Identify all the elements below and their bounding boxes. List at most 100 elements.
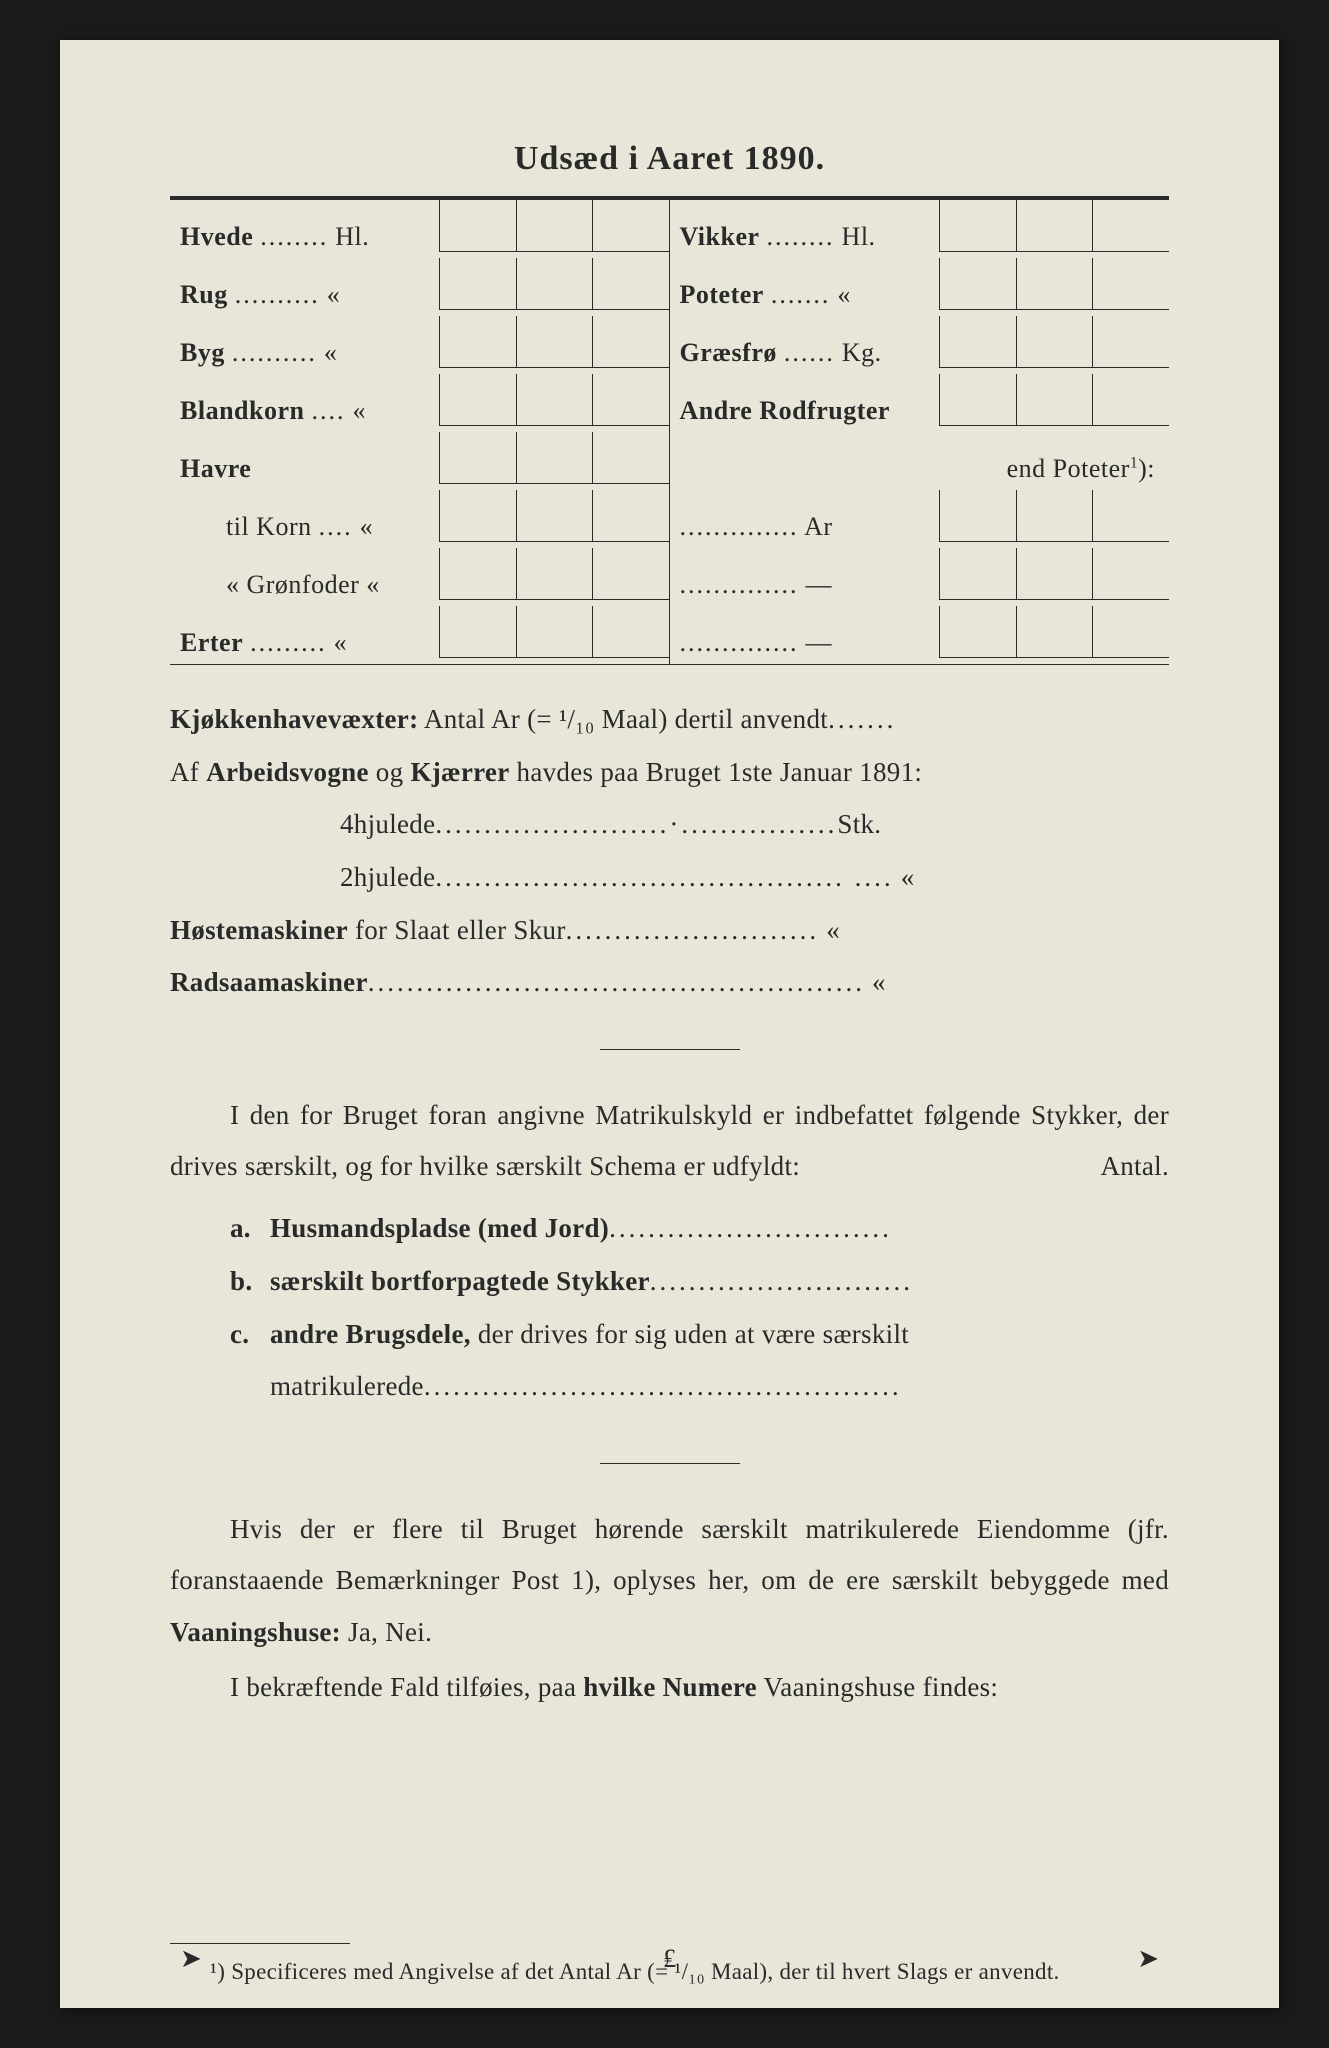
crop-cell [939, 258, 1016, 310]
crop-cell [592, 432, 668, 484]
crop-cell [939, 548, 1016, 600]
crop-row: Byg .......... « [170, 316, 669, 374]
crop-cells [439, 432, 668, 484]
crop-row: .............. — [670, 548, 1170, 606]
crop-row: til Korn .... « [170, 490, 669, 548]
crop-cell [516, 432, 592, 484]
crop-cell [516, 606, 592, 658]
crop-cell [1092, 490, 1169, 542]
crop-cells [939, 316, 1169, 368]
crop-row: Blandkorn .... « [170, 374, 669, 432]
crop-cell [516, 490, 592, 542]
paper-mark-right: ➤ [1137, 1944, 1159, 1974]
crop-cell [439, 606, 515, 658]
scan-frame: Udsæd i Aaret 1890. Hvede ........ Hl. Ru… [0, 0, 1329, 2048]
paper-sheet: Udsæd i Aaret 1890. Hvede ........ Hl. Ru… [60, 40, 1279, 2008]
crop-cells [939, 200, 1169, 252]
crop-cell [1092, 606, 1169, 658]
crop-label: Havre [170, 454, 439, 484]
crop-row: Rug .......... « [170, 258, 669, 316]
crop-cells [439, 200, 668, 252]
crop-cells [439, 490, 668, 542]
crop-row: Havre [170, 432, 669, 490]
section-rule-1 [600, 1049, 740, 1050]
crop-cell [439, 432, 515, 484]
crop-label: end Poteter1): [670, 454, 1170, 484]
crop-cell [516, 316, 592, 368]
crop-cell [939, 374, 1016, 426]
crop-row: Poteter ....... « [670, 258, 1170, 316]
crop-cell [939, 200, 1016, 252]
crop-label: Rug .......... « [170, 280, 439, 310]
crop-cell [1016, 606, 1093, 658]
crop-cell [592, 374, 668, 426]
crop-cells [939, 490, 1169, 542]
crop-cell [439, 490, 515, 542]
crop-cells [439, 374, 668, 426]
crop-row: .............. Ar [670, 490, 1170, 548]
line-kjokkenhave: Kjøkkenhavevæxter: Antal Ar (= ¹/₁₀ Maal… [170, 693, 1169, 746]
crop-label: Byg .......... « [170, 338, 439, 368]
crop-cell [592, 200, 668, 252]
middle-text-block: Kjøkkenhavevæxter: Antal Ar (= ¹/₁₀ Maal… [170, 693, 1169, 1009]
crop-cells [439, 258, 668, 310]
crop-cell [592, 548, 668, 600]
crop-cell [516, 374, 592, 426]
crop-cell [439, 548, 515, 600]
crop-label: til Korn .... « [170, 512, 439, 542]
crop-cell [516, 258, 592, 310]
crop-cell [939, 490, 1016, 542]
paper-mark-left: ➤ [180, 1944, 202, 1974]
crop-cells [439, 316, 668, 368]
list-item-a: a. Husmandspladse (med Jord)............… [170, 1202, 1169, 1255]
crop-label: .............. — [670, 570, 940, 600]
crop-row: .............. — [670, 606, 1170, 664]
crop-cell [592, 258, 668, 310]
crop-cell [516, 200, 592, 252]
section-rule-2 [600, 1463, 740, 1464]
line-hostemaskiner: Høstemaskiner for Slaat eller Skur......… [170, 904, 1169, 957]
crop-cells [439, 548, 668, 600]
crop-row: Græsfrø ...... Kg. [670, 316, 1170, 374]
crop-cell [1092, 374, 1169, 426]
crop-label: .............. Ar [670, 512, 940, 542]
page-title: Udsæd i Aaret 1890. [170, 140, 1169, 178]
line-radsaamaskiner: Radsaamaskiner..........................… [170, 956, 1169, 1009]
crop-label: Vikker ........ Hl. [670, 222, 940, 252]
crop-cell [592, 606, 668, 658]
paragraph-matrikulskyld: I den for Bruget foran angivne Matrikuls… [170, 1090, 1169, 1193]
crop-cells [939, 606, 1169, 658]
paragraph-numere: I bekræftende Fald tilføies, paa hvilke … [170, 1662, 1169, 1713]
crop-cell [939, 606, 1016, 658]
crop-cell [1016, 374, 1093, 426]
crop-cell [1016, 548, 1093, 600]
crop-column-right: Vikker ........ Hl. Poteter ....... « Græs… [670, 200, 1170, 664]
paragraph-vaaningshuse: Hvis der er flere til Bruget hørende sær… [170, 1504, 1169, 1658]
crop-cell [939, 316, 1016, 368]
crop-row: Erter ......... « [170, 606, 669, 664]
crop-cells [939, 374, 1169, 426]
line-2hjulede: 2hjulede................................… [170, 851, 1169, 904]
crop-cell [1092, 316, 1169, 368]
crop-label: Blandkorn .... « [170, 396, 439, 426]
crop-cell [439, 200, 515, 252]
crop-table: Hvede ........ Hl. Rug .......... « Byg ..… [170, 200, 1169, 665]
list-item-b: b. særskilt bortforpagtede Stykker......… [170, 1255, 1169, 1308]
crop-cell [439, 316, 515, 368]
crop-label: Andre Rodfrugter [670, 396, 940, 426]
crop-label: Erter ......... « [170, 628, 439, 658]
crop-cell [1092, 548, 1169, 600]
crop-cell [1016, 200, 1093, 252]
crop-cell [439, 374, 515, 426]
crop-label: .............. — [670, 628, 940, 658]
paper-mark-center: ₤ [663, 1944, 676, 1974]
crop-label: Poteter ....... « [670, 280, 940, 310]
crop-label: Hvede ........ Hl. [170, 222, 439, 252]
crop-cells [939, 548, 1169, 600]
list-block: a. Husmandspladse (med Jord)............… [170, 1202, 1169, 1413]
crop-row: Hvede ........ Hl. [170, 200, 669, 258]
crop-cell [1016, 316, 1093, 368]
crop-cell [1092, 200, 1169, 252]
list-item-c: c. andre Brugsdele, der drives for sig u… [170, 1308, 1169, 1413]
crop-cell [1092, 258, 1169, 310]
